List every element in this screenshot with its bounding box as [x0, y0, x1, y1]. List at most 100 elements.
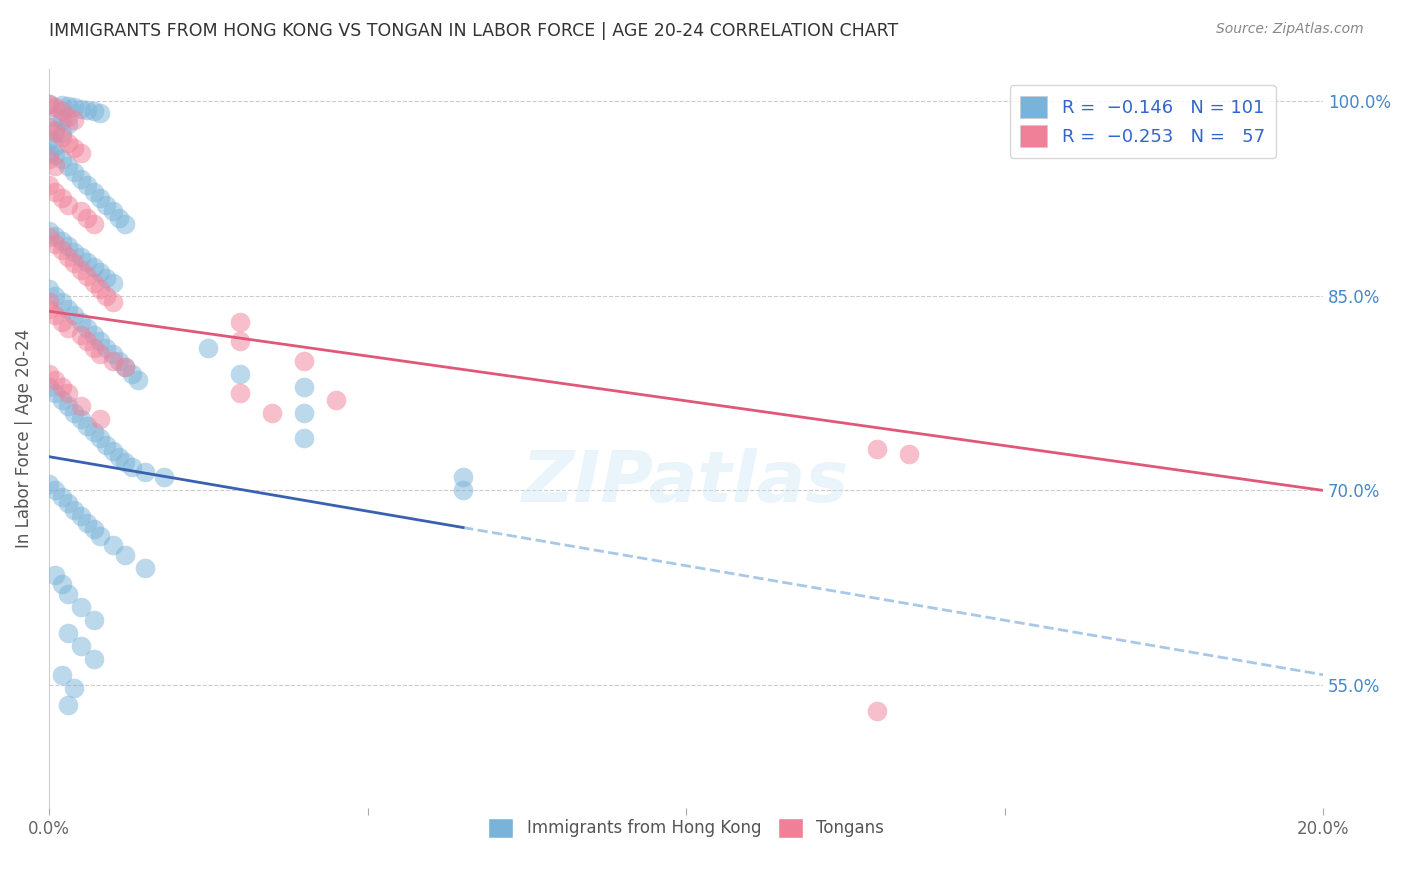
Point [69, 639, 91, 653]
Point [38, 230, 60, 244]
Point [89, 334, 111, 348]
Point [63, 165, 86, 179]
Point [866, 704, 889, 718]
Point [56, 386, 79, 401]
Point [38, 301, 60, 316]
Point [69, 399, 91, 413]
Point [898, 447, 921, 461]
Point [38, 178, 60, 193]
Point [56, 301, 79, 316]
Point [121, 460, 143, 475]
Point [83, 613, 105, 627]
Point [69, 509, 91, 524]
Point [152, 470, 174, 484]
Point [38, 367, 60, 381]
Point [56, 198, 79, 212]
Point [44, 185, 66, 199]
Point [56, 99, 79, 113]
Point [451, 470, 474, 484]
Point [292, 405, 315, 419]
Point [83, 260, 105, 274]
Text: Source: ZipAtlas.com: Source: ZipAtlas.com [1216, 22, 1364, 37]
Point [56, 250, 79, 264]
Point [108, 211, 131, 225]
Point [51, 98, 73, 112]
Point [63, 681, 86, 695]
Point [38, 145, 60, 160]
Point [108, 353, 131, 368]
Point [44, 386, 66, 401]
Point [83, 522, 105, 536]
Point [56, 399, 79, 413]
Point [38, 224, 60, 238]
Point [76, 516, 98, 530]
Point [44, 288, 66, 302]
Point [96, 288, 118, 302]
Point [69, 204, 91, 219]
Point [44, 100, 66, 114]
Point [69, 262, 91, 277]
Y-axis label: In Labor Force | Age 20-24: In Labor Force | Age 20-24 [15, 329, 32, 548]
Point [51, 295, 73, 310]
Point [56, 239, 79, 253]
Point [56, 587, 79, 601]
Point [44, 122, 66, 136]
Point [63, 256, 86, 270]
Point [127, 373, 149, 387]
Point [134, 561, 156, 575]
Point [63, 405, 86, 419]
Point [63, 141, 86, 155]
Point [83, 185, 105, 199]
Point [451, 483, 474, 498]
Point [83, 425, 105, 439]
Point [69, 145, 91, 160]
Point [63, 503, 86, 517]
Point [69, 172, 91, 186]
Point [44, 139, 66, 153]
Point [44, 110, 66, 124]
Point [89, 282, 111, 296]
Point [51, 153, 73, 167]
Point [229, 386, 252, 401]
Point [76, 334, 98, 348]
Point [69, 327, 91, 342]
Point [51, 191, 73, 205]
Point [76, 211, 98, 225]
Point [56, 117, 79, 131]
Point [51, 667, 73, 681]
Point [83, 652, 105, 666]
Point [56, 136, 79, 150]
Point [38, 295, 60, 310]
Point [76, 418, 98, 433]
Point [51, 113, 73, 128]
Point [44, 308, 66, 322]
Point [866, 442, 889, 456]
Point [96, 341, 118, 355]
Point [56, 496, 79, 510]
Point [121, 367, 143, 381]
Point [76, 255, 98, 269]
Point [83, 341, 105, 355]
Point [56, 698, 79, 712]
Point [229, 334, 252, 348]
Point [89, 347, 111, 361]
Point [44, 125, 66, 139]
Point [83, 327, 105, 342]
Legend: Immigrants from Hong Kong, Tongans: Immigrants from Hong Kong, Tongans [481, 811, 890, 845]
Point [101, 538, 124, 552]
Point [83, 104, 105, 119]
Point [51, 392, 73, 407]
Point [69, 600, 91, 615]
Point [89, 412, 111, 426]
Point [108, 450, 131, 464]
Point [63, 244, 86, 259]
Point [44, 567, 66, 582]
Point [229, 367, 252, 381]
Point [101, 276, 124, 290]
Point [89, 191, 111, 205]
Text: IMMIGRANTS FROM HONG KONG VS TONGAN IN LABOR FORCE | AGE 20-24 CORRELATION CHART: IMMIGRANTS FROM HONG KONG VS TONGAN IN L… [49, 22, 898, 40]
Point [101, 444, 124, 458]
Point [44, 373, 66, 387]
Point [76, 321, 98, 335]
Point [292, 353, 315, 368]
